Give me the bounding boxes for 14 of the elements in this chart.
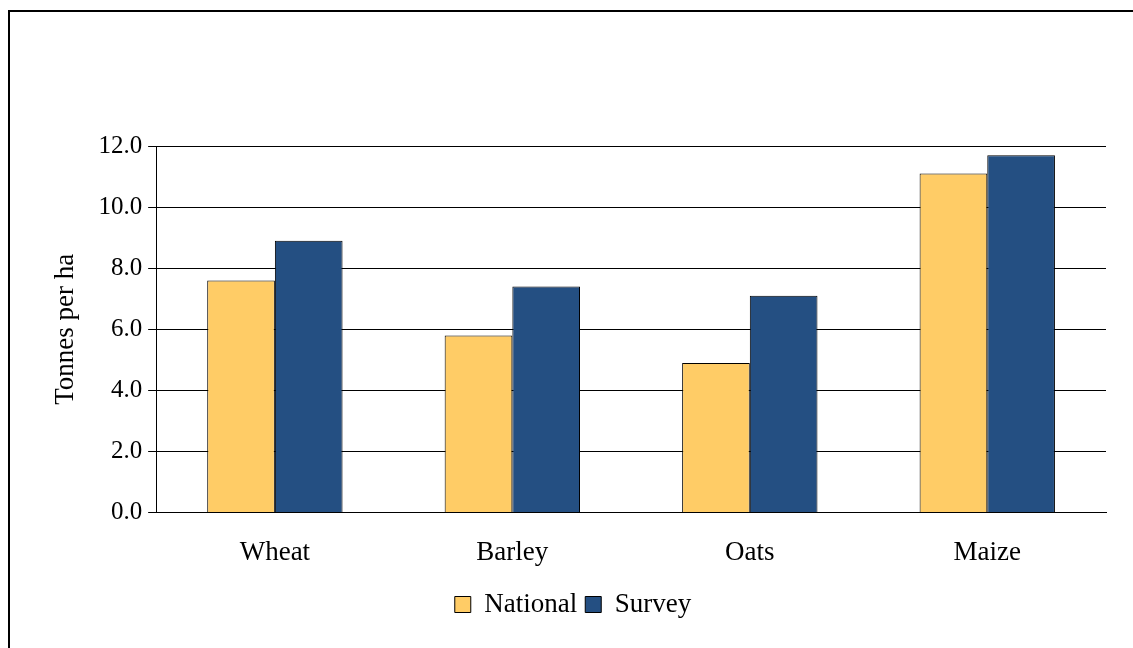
y-tick-label: 0.0 <box>110 497 143 525</box>
y-axis-title: Tonnes per ha <box>49 253 80 405</box>
legend-label: Survey <box>614 587 692 618</box>
legend-label: National <box>484 587 578 618</box>
x-tick-label: Oats <box>725 535 775 566</box>
x-tick-label: Maize <box>953 535 1022 566</box>
y-tick-label: 6.0 <box>110 313 143 341</box>
x-tick-label: Wheat <box>239 535 311 566</box>
y-tick-label: 10.0 <box>98 191 143 219</box>
y-tick-label: 2.0 <box>110 436 143 464</box>
x-tick-label: Barley <box>476 535 549 566</box>
y-tick-label: 4.0 <box>110 374 143 402</box>
y-tick-label: 12.0 <box>98 130 143 158</box>
y-tick-label: 8.0 <box>110 252 143 280</box>
